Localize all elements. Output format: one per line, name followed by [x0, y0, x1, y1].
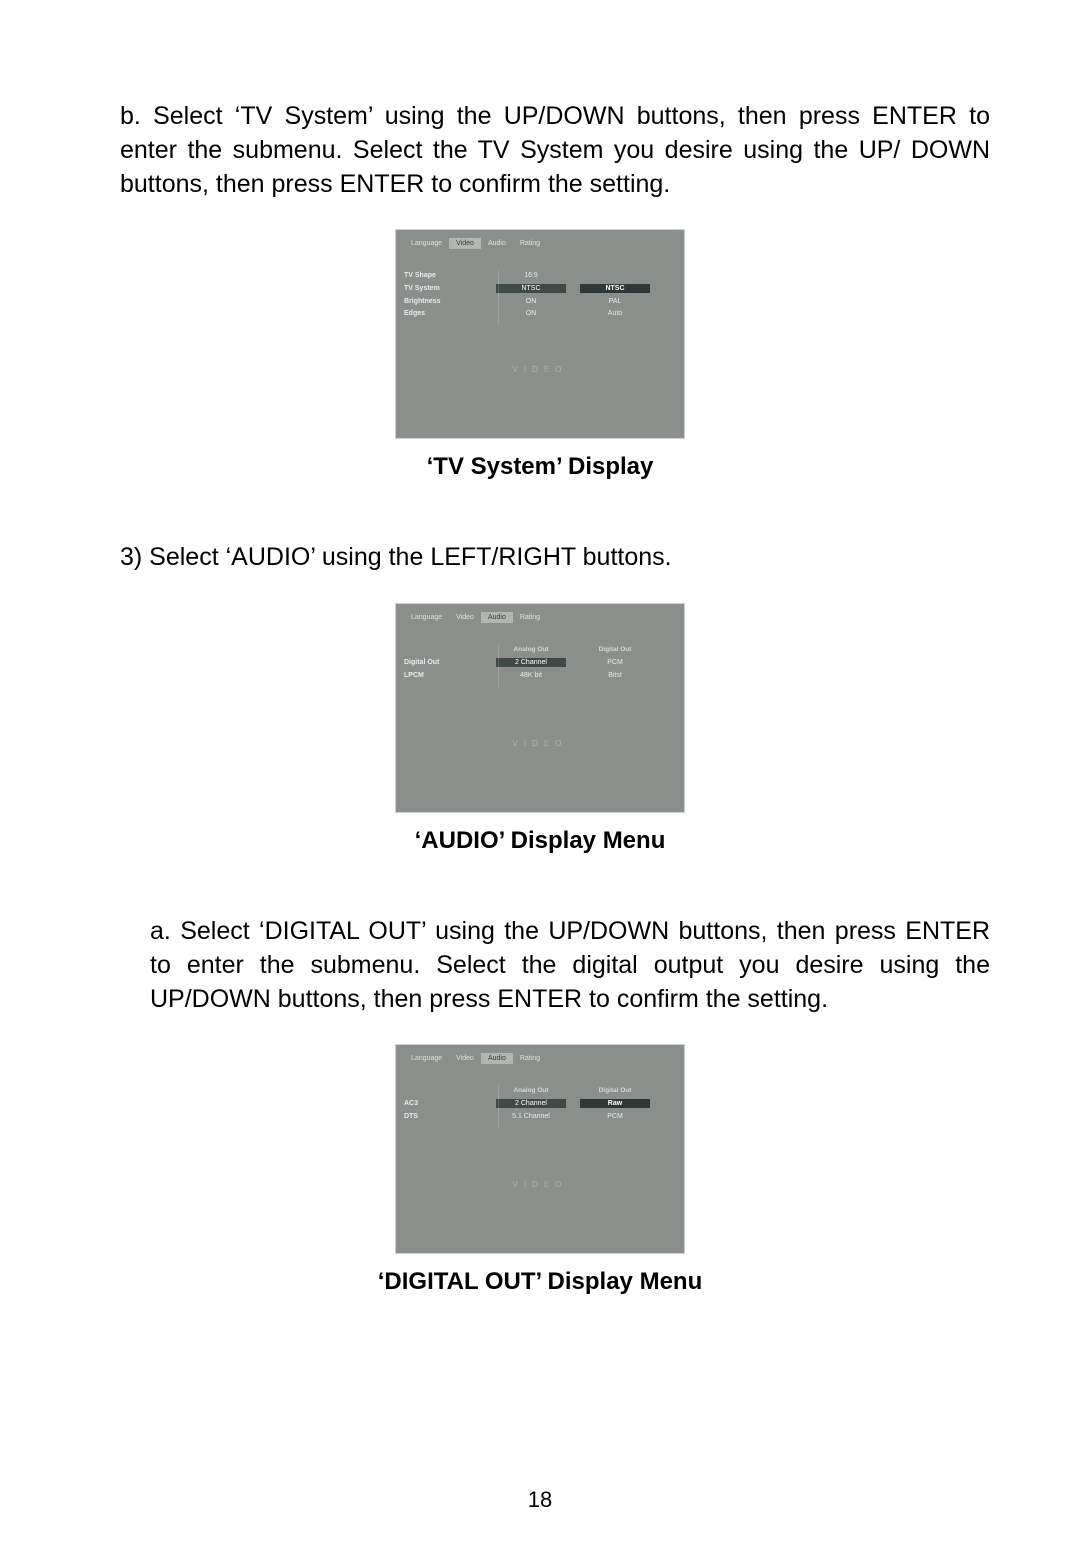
figure-3-wrap: Language Video Audio Rating Analog Out D…: [90, 1044, 990, 1296]
figure-1-wrap: Language Video Audio Rating TV Shape 16:…: [90, 229, 990, 481]
fig3-grid: Analog Out Digital Out AC3 2 Channel Raw…: [404, 1087, 676, 1120]
fig1-r1-c2: NTSC: [496, 284, 566, 293]
fig2-divider: [498, 644, 499, 687]
fig2-footer-word: VIDEO: [513, 739, 568, 748]
fig1-r2-label: Brightness: [404, 298, 482, 305]
fig1-r2-c3: PAL: [580, 298, 650, 305]
fig1-tab-audio: Audio: [481, 238, 513, 249]
fig3-hdr2: Digital Out: [580, 1087, 650, 1094]
fig3-tab-audio: Audio: [481, 1053, 513, 1064]
fig3-tab-video: Video: [449, 1053, 481, 1064]
fig3-r1-label: DTS: [404, 1113, 482, 1120]
fig2-hdr1: Analog Out: [496, 646, 566, 653]
fig1-menu-body: TV Shape 16:9 TV System NTSC NTSC Bright…: [404, 272, 676, 317]
fig1-grid: TV Shape 16:9 TV System NTSC NTSC Bright…: [404, 272, 676, 317]
fig3-caption: ‘DIGITAL OUT’ Display Menu: [378, 1268, 702, 1296]
fig3-divider: [498, 1085, 499, 1128]
fig3-r1-c2: 5.1 Channel: [496, 1113, 566, 1120]
fig1-r3-c3: Auto: [580, 310, 650, 317]
fig2-tab-video: Video: [449, 612, 481, 623]
fig1-r3-label: Edges: [404, 310, 482, 317]
fig3-tab-rating: Rating: [513, 1053, 547, 1064]
fig1-r1-label: TV System: [404, 285, 482, 292]
fig2-tabs: Language Video Audio Rating: [404, 612, 547, 623]
audio-menu-screenshot: Language Video Audio Rating Analog Out D…: [395, 603, 685, 813]
fig3-r0-label: AC3: [404, 1100, 482, 1107]
fig3-tabs: Language Video Audio Rating: [404, 1053, 547, 1064]
manual-page: b. Select ‘TV System’ using the UP/DOWN …: [0, 0, 1080, 1563]
fig2-tab-language: Language: [404, 612, 449, 623]
paragraph-3: 3) Select ‘AUDIO’ using the LEFT/RIGHT b…: [120, 541, 990, 575]
tv-system-screenshot: Language Video Audio Rating TV Shape 16:…: [395, 229, 685, 439]
paragraph-b: b. Select ‘TV System’ using the UP/DOWN …: [120, 100, 990, 201]
fig3-r0-c2: 2 Channel: [496, 1099, 566, 1108]
fig1-r1-c3: NTSC: [580, 284, 650, 293]
fig2-caption: ‘AUDIO’ Display Menu: [415, 827, 666, 855]
fig2-menu-body: Analog Out Digital Out Digital Out 2 Cha…: [404, 646, 676, 679]
fig2-hdr2: Digital Out: [580, 646, 650, 653]
fig3-r0-c3: Raw: [580, 1099, 650, 1108]
fig2-r1-c3: Bitst: [580, 672, 650, 679]
fig1-r3-c2: ON: [496, 310, 566, 317]
fig2-r0-c2: 2 Channel: [496, 658, 566, 667]
fig2-tab-rating: Rating: [513, 612, 547, 623]
fig3-footer-word: VIDEO: [513, 1180, 568, 1189]
fig2-tab-audio: Audio: [481, 612, 513, 623]
fig2-r1-label: LPCM: [404, 672, 482, 679]
figure-2-wrap: Language Video Audio Rating Analog Out D…: [90, 603, 990, 855]
fig2-r1-c2: 48K bit: [496, 672, 566, 679]
fig3-tab-language: Language: [404, 1053, 449, 1064]
fig1-caption: ‘TV System’ Display: [427, 453, 654, 481]
fig2-r0-c3: PCM: [580, 659, 650, 666]
paragraph-a: a. Select ‘DIGITAL OUT’ using the UP/DOW…: [150, 915, 990, 1016]
fig1-r0-label: TV Shape: [404, 272, 482, 279]
fig3-menu-body: Analog Out Digital Out AC3 2 Channel Raw…: [404, 1087, 676, 1120]
fig2-grid: Analog Out Digital Out Digital Out 2 Cha…: [404, 646, 676, 679]
fig1-tab-rating: Rating: [513, 238, 547, 249]
fig1-tab-language: Language: [404, 238, 449, 249]
page-number: 18: [0, 1487, 1080, 1513]
digital-out-screenshot: Language Video Audio Rating Analog Out D…: [395, 1044, 685, 1254]
fig1-r0-c2: 16:9: [496, 272, 566, 279]
fig1-r2-c2: ON: [496, 298, 566, 305]
fig1-tabs: Language Video Audio Rating: [404, 238, 547, 249]
fig2-r0-label: Digital Out: [404, 659, 482, 666]
fig1-tab-video: Video: [449, 238, 481, 249]
fig3-hdr1: Analog Out: [496, 1087, 566, 1094]
fig1-divider: [498, 270, 499, 325]
fig3-r1-c3: PCM: [580, 1113, 650, 1120]
fig1-footer-word: VIDEO: [513, 365, 568, 374]
